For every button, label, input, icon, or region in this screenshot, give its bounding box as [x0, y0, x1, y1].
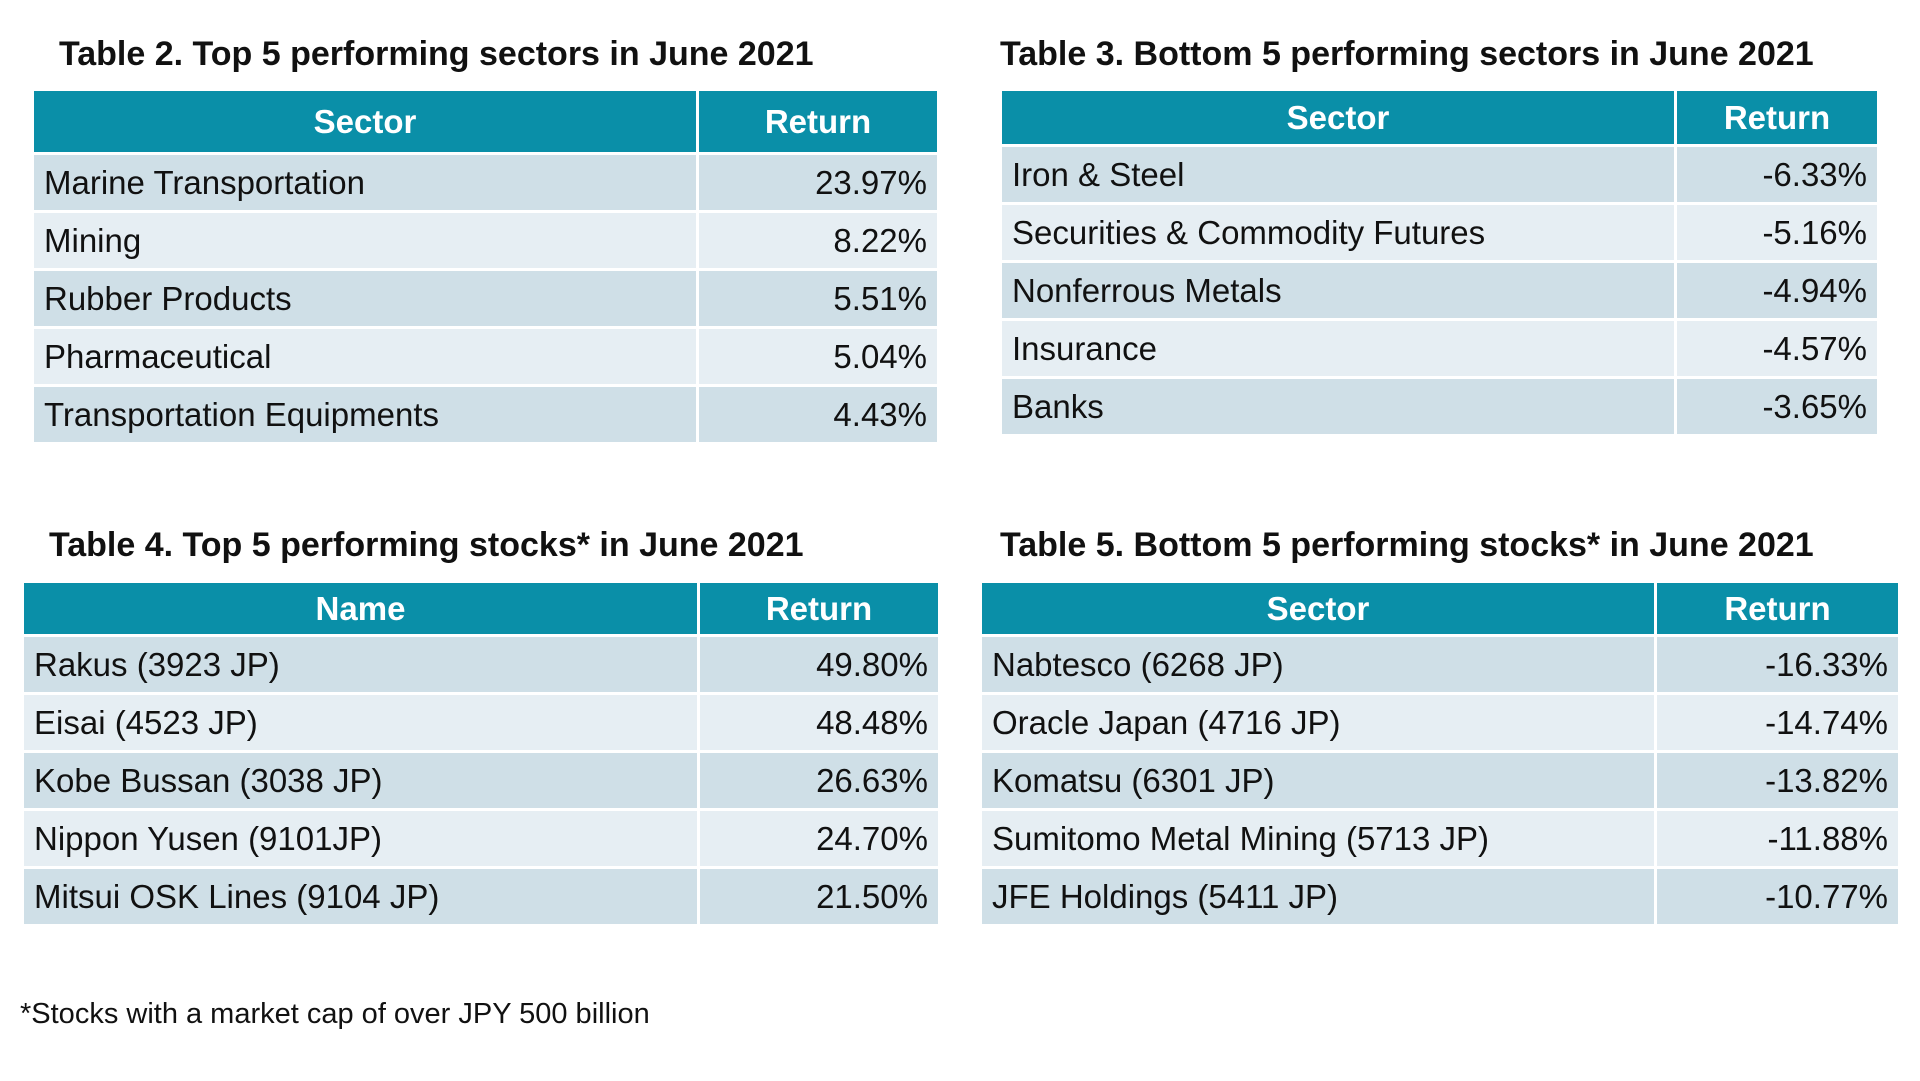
return-cell: 26.63% [700, 753, 938, 808]
return-cell: -11.88% [1657, 811, 1898, 866]
table-title: Table 4. Top 5 performing stocks* in Jun… [49, 526, 804, 564]
name-cell: Mitsui OSK Lines (9104 JP) [24, 869, 697, 924]
name-cell: Rubber Products [34, 271, 696, 326]
name-cell: Securities & Commodity Futures [1002, 205, 1674, 260]
return-cell: -16.33% [1657, 637, 1898, 692]
table-title: Table 2. Top 5 performing sectors in Jun… [59, 35, 814, 73]
name-cell: Nonferrous Metals [1002, 263, 1674, 318]
name-cell: Nabtesco (6268 JP) [982, 637, 1654, 692]
name-cell: Insurance [1002, 321, 1674, 376]
return-cell: -10.77% [1657, 869, 1898, 924]
column-header: Sector [34, 91, 696, 152]
table: Name Return Rakus (3923 JP) 49.80% Eisai (45… [24, 583, 938, 924]
return-cell: 8.22% [699, 213, 937, 268]
return-cell: -4.94% [1677, 263, 1877, 318]
name-cell: Pharmaceutical [34, 329, 696, 384]
table: Sector Return Iron & Steel -6.33% Securities… [1002, 91, 1877, 434]
footnote: *Stocks with a market cap of over JPY 50… [20, 998, 650, 1030]
name-cell: Iron & Steel [1002, 147, 1674, 202]
name-cell: Rakus (3923 JP) [24, 637, 697, 692]
name-cell: Mining [34, 213, 696, 268]
column-header: Return [1677, 91, 1877, 144]
return-cell: 23.97% [699, 155, 937, 210]
return-cell: -4.57% [1677, 321, 1877, 376]
return-cell: 49.80% [700, 637, 938, 692]
return-cell: 4.43% [699, 387, 937, 442]
column-header: Return [700, 583, 938, 634]
name-cell: Kobe Bussan (3038 JP) [24, 753, 697, 808]
table: Sector Return Nabtesco (6268 JP) -16.33% Ora… [982, 583, 1898, 924]
name-cell: Marine Transportation [34, 155, 696, 210]
return-cell: -13.82% [1657, 753, 1898, 808]
column-header: Sector [982, 583, 1654, 634]
return-cell: 24.70% [700, 811, 938, 866]
name-cell: Oracle Japan (4716 JP) [982, 695, 1654, 750]
return-cell: -3.65% [1677, 379, 1877, 434]
table: Sector Return Marine Transportation 23.97% M… [34, 91, 937, 442]
name-cell: JFE Holdings (5411 JP) [982, 869, 1654, 924]
name-cell: Banks [1002, 379, 1674, 434]
name-cell: Transportation Equipments [34, 387, 696, 442]
table-title: Table 3. Bottom 5 performing sectors in … [1000, 35, 1814, 73]
return-cell: -6.33% [1677, 147, 1877, 202]
name-cell: Sumitomo Metal Mining (5713 JP) [982, 811, 1654, 866]
return-cell: 5.51% [699, 271, 937, 326]
name-cell: Eisai (4523 JP) [24, 695, 697, 750]
return-cell: -5.16% [1677, 205, 1877, 260]
name-cell: Nippon Yusen (9101JP) [24, 811, 697, 866]
column-header: Name [24, 583, 697, 634]
column-header: Return [699, 91, 937, 152]
name-cell: Komatsu (6301 JP) [982, 753, 1654, 808]
column-header: Sector [1002, 91, 1674, 144]
table-title: Table 5. Bottom 5 performing stocks* in … [1000, 526, 1814, 564]
return-cell: 21.50% [700, 869, 938, 924]
return-cell: 5.04% [699, 329, 937, 384]
return-cell: -14.74% [1657, 695, 1898, 750]
column-header: Return [1657, 583, 1898, 634]
return-cell: 48.48% [700, 695, 938, 750]
